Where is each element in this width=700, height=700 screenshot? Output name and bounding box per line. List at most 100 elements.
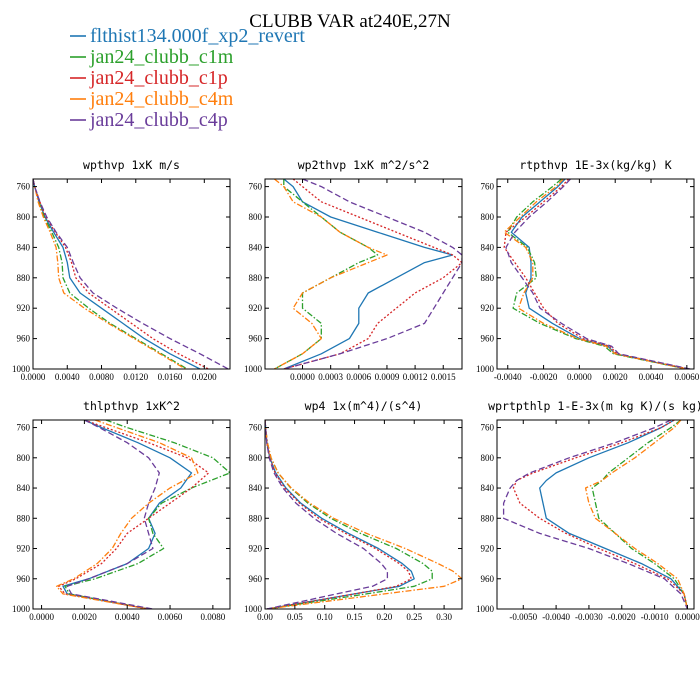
y-tick-label: 760 [481, 423, 495, 433]
panels: wpthvp 1xK m/s76080084088092096010000.00… [12, 158, 700, 622]
panel-5: wp4 1x(m^4)/(s^4)76080084088092096010000… [244, 399, 463, 622]
x-tick-label: 0.0003 [318, 372, 343, 382]
y-tick-label: 840 [17, 242, 31, 252]
x-tick-label: 0.00 [257, 612, 273, 622]
x-tick-label: 0.15 [347, 612, 363, 622]
y-tick-label: 840 [481, 242, 495, 252]
x-tick-label: -0.0030 [575, 612, 603, 622]
legend-label: jan24_clubb_c4m [89, 88, 234, 110]
y-tick-label: 920 [481, 544, 495, 554]
x-tick-label: 0.0080 [200, 612, 225, 622]
y-tick-label: 880 [17, 513, 31, 523]
series-line-jan24_clubb_c1p [512, 420, 689, 609]
figure-title: CLUBB VAR at240E,27N [249, 11, 451, 32]
x-tick-label: 0.10 [317, 612, 333, 622]
panel-4: thlpthvp 1xK^276080084088092096010000.00… [12, 399, 231, 622]
x-tick-label: 0.0020 [72, 612, 97, 622]
series-line-jan24_clubb_c4p [502, 420, 688, 609]
y-tick-label: 760 [17, 423, 31, 433]
series-line-jan24_clubb_c4p [33, 179, 229, 369]
plot-frame [496, 178, 695, 370]
series-line-jan24_clubb_c4p [265, 420, 389, 609]
x-tick-label: -0.0020 [530, 372, 558, 382]
panel-title: rtpthvp 1E-3x(kg/kg) K [519, 158, 671, 172]
y-tick-label: 1000 [244, 364, 263, 374]
series-line-flthist134.000f_xp2_revert [539, 420, 689, 609]
y-tick-label: 840 [481, 483, 495, 493]
x-tick-label: 0.0080 [89, 372, 114, 382]
y-tick-label: 920 [17, 303, 31, 313]
series-line-jan24_clubb_c4p [66, 420, 160, 609]
series-line-jan24_clubb_c4p [283, 179, 462, 369]
x-tick-label: 0.0000 [21, 372, 46, 382]
x-tick-label: 0.0020 [603, 372, 628, 382]
y-tick-label: 840 [17, 483, 31, 493]
x-tick-label: 0.0040 [639, 372, 664, 382]
series-line-jan24_clubb_c4m [584, 420, 689, 609]
y-tick-label: 880 [249, 273, 263, 283]
y-tick-label: 920 [249, 544, 263, 554]
y-tick-label: 1000 [12, 364, 31, 374]
series-line-jan24_clubb_c4m [503, 179, 687, 369]
x-tick-label: -0.0010 [641, 612, 669, 622]
x-tick-label: -0.0020 [608, 612, 636, 622]
y-tick-label: 880 [17, 273, 31, 283]
panel-title: wp4 1x(m^4)/(s^4) [305, 399, 423, 413]
y-tick-label: 800 [481, 453, 495, 463]
legend-label: flthist134.000f_xp2_revert [90, 25, 305, 47]
y-tick-label: 920 [481, 303, 495, 313]
y-tick-label: 800 [249, 212, 263, 222]
x-tick-label: 0.0000 [290, 372, 315, 382]
x-tick-label: 0.25 [406, 612, 422, 622]
y-tick-label: 920 [17, 544, 31, 554]
legend-label: jan24_clubb_c1p [89, 67, 228, 89]
y-tick-label: 760 [17, 182, 31, 192]
y-tick-label: 920 [249, 303, 263, 313]
series-line-jan24_clubb_c1m [265, 420, 433, 609]
panel-title: wp2thvp 1xK m^2/s^2 [298, 158, 430, 172]
y-tick-label: 1000 [476, 364, 495, 374]
legend: flthist134.000f_xp2_revert jan24_clubb_c1… [70, 25, 305, 131]
panel-2: wp2thvp 1xK m^2/s^2 760 800 840 880 920 960 100… [244, 158, 463, 382]
series-line-jan24_clubb_c1p [265, 420, 412, 609]
x-tick-label: 0.0040 [55, 372, 80, 382]
y-tick-label: 960 [249, 574, 263, 584]
x-tick-label: 0.20 [377, 612, 393, 622]
y-tick-label: 880 [481, 513, 495, 523]
series-line-flthist134.000f_xp2_revert [33, 179, 201, 369]
y-tick-label: 800 [249, 453, 263, 463]
series-line-jan24_clubb_c1p [58, 420, 210, 609]
x-tick-label: 0.0006 [346, 372, 371, 382]
y-tick-label: 840 [249, 483, 263, 493]
x-tick-label: 0.0000 [567, 372, 592, 382]
y-tick-label: 960 [249, 334, 263, 344]
series-line-jan24_clubb_c1m [274, 179, 379, 369]
x-tick-label: 0.0009 [375, 372, 400, 382]
y-tick-label: 960 [481, 574, 495, 584]
plot-frame [264, 178, 463, 370]
series-line-jan24_clubb_c1p [283, 179, 462, 369]
series-line-jan24_clubb_c1m [507, 179, 687, 369]
panel-3: rtpthvp 1E-3x(kg/kg) K 760 800 840 880 920 960… [476, 158, 700, 382]
x-tick-label: 0.0000 [675, 612, 700, 622]
y-tick-label: 840 [249, 242, 263, 252]
panel-title: thlpthvp 1xK^2 [83, 399, 180, 413]
series-line-jan24_clubb_c4m [273, 179, 388, 369]
x-tick-label: 0.0120 [123, 372, 148, 382]
panel-title: wpthvp 1xK m/s [83, 158, 180, 172]
legend-label: jan24_clubb_c4p [89, 109, 228, 131]
series-line-jan24_clubb_c1m [64, 420, 230, 609]
series-line-flthist134.000f_xp2_revert [265, 420, 415, 609]
x-tick-label: -0.0040 [542, 612, 570, 622]
series-line-flthist134.000f_xp2_revert [283, 179, 454, 369]
y-tick-label: 1000 [244, 604, 263, 614]
y-tick-label: 960 [17, 574, 31, 584]
series-line-jan24_clubb_c4p [505, 179, 691, 369]
plot-frame [496, 419, 695, 610]
y-tick-label: 760 [481, 182, 495, 192]
x-tick-label: 0.0160 [158, 372, 183, 382]
series-line-jan24_clubb_c1m [33, 179, 188, 369]
x-tick-label: 0.0015 [431, 372, 456, 382]
series-line-jan24_clubb_c1m [591, 420, 689, 609]
